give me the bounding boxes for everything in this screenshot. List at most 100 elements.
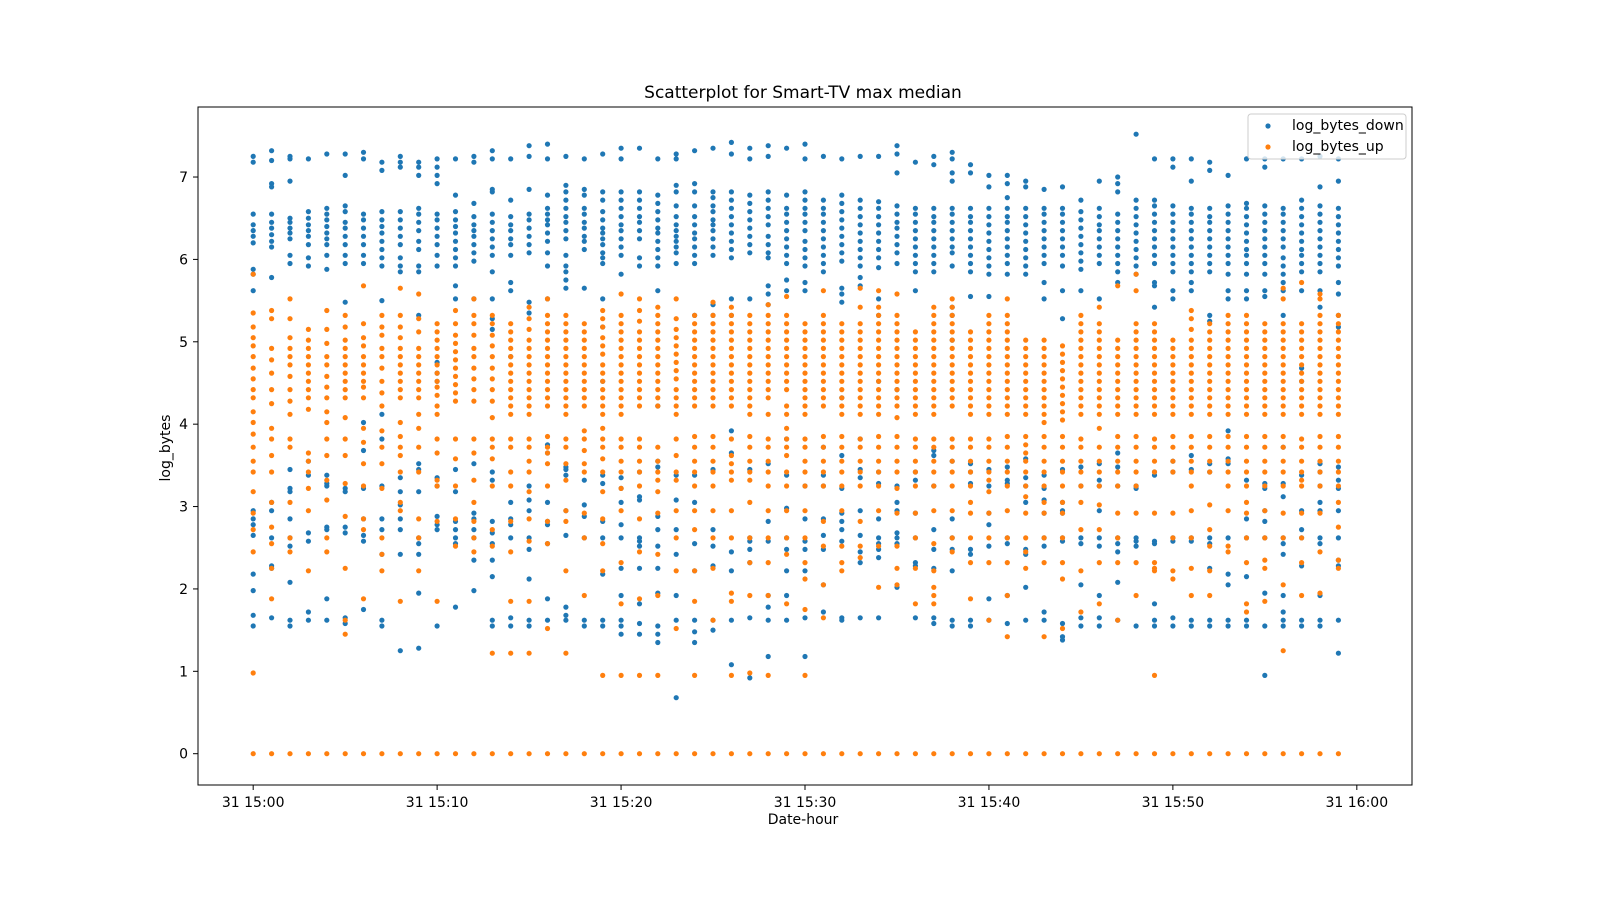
data-point: [894, 444, 900, 450]
data-point: [508, 252, 514, 258]
data-point: [1207, 244, 1213, 250]
data-point: [563, 214, 569, 220]
data-point: [747, 411, 753, 417]
data-point: [250, 387, 256, 393]
data-point: [673, 592, 679, 599]
data-point: [581, 592, 587, 599]
data-point: [1188, 337, 1194, 343]
data-point: [1335, 321, 1341, 327]
data-point: [1170, 623, 1176, 629]
data-point: [673, 403, 679, 409]
data-point: [636, 672, 643, 679]
data-point: [526, 395, 532, 401]
data-point: [471, 461, 477, 467]
data-point: [600, 378, 606, 384]
data-point: [1207, 214, 1213, 220]
data-point: [563, 466, 569, 473]
data-point: [1096, 751, 1102, 757]
data-point: [508, 354, 514, 360]
data-point: [1023, 565, 1029, 571]
data-point: [1280, 582, 1286, 588]
data-point: [397, 217, 403, 223]
data-point: [1317, 211, 1323, 217]
data-point: [986, 238, 992, 244]
data-point: [820, 378, 827, 384]
data-point: [1041, 387, 1047, 393]
data-point: [692, 395, 698, 401]
data-point: [949, 228, 955, 234]
data-point: [728, 255, 735, 261]
data-point: [931, 620, 937, 627]
data-point: [765, 617, 771, 623]
y-axis-label: log_bytes: [158, 415, 174, 482]
data-point: [563, 263, 569, 269]
data-point: [397, 242, 403, 248]
data-point: [563, 370, 569, 376]
data-point: [894, 329, 900, 335]
data-point: [581, 211, 587, 217]
data-point: [1243, 288, 1250, 294]
data-point: [1133, 131, 1139, 137]
data-point: [1262, 337, 1268, 343]
data-point: [636, 205, 643, 211]
data-point: [397, 527, 403, 533]
data-point: [342, 354, 348, 360]
data-point: [1004, 395, 1010, 401]
data-point: [692, 236, 698, 242]
data-point: [1096, 205, 1102, 211]
data-point: [250, 310, 256, 316]
data-point: [489, 650, 495, 656]
data-point: [1133, 469, 1139, 475]
data-point: [710, 751, 716, 757]
data-point: [1059, 535, 1066, 541]
data-point: [728, 337, 735, 343]
data-point: [618, 469, 624, 475]
data-point: [1335, 483, 1341, 489]
data-point: [912, 751, 919, 757]
data-point: [673, 260, 679, 267]
data-point: [1299, 403, 1305, 409]
data-point: [1096, 458, 1102, 464]
data-point: [324, 472, 330, 478]
series-log-bytes-up: [250, 271, 1341, 757]
data-point: [967, 387, 974, 393]
data-point: [655, 329, 661, 335]
data-point: [876, 508, 882, 514]
data-point: [544, 541, 551, 547]
data-point: [416, 316, 422, 322]
data-point: [894, 582, 900, 588]
data-point: [1262, 228, 1268, 234]
data-point: [379, 568, 385, 574]
data-point: [1041, 411, 1047, 417]
data-point: [1023, 362, 1029, 368]
data-point: [1115, 345, 1121, 351]
data-point: [747, 354, 753, 360]
data-point: [526, 508, 532, 514]
data-point: [765, 345, 771, 351]
data-point: [692, 230, 698, 236]
legend-label-log-bytes-up: log_bytes_up: [1292, 139, 1384, 155]
data-point: [1059, 316, 1066, 322]
data-point: [986, 560, 992, 566]
data-point: [747, 362, 753, 368]
data-point: [471, 159, 477, 165]
data-point: [1207, 527, 1213, 533]
data-point: [269, 425, 275, 431]
data-point: [1243, 378, 1250, 384]
data-point: [655, 362, 661, 368]
data-point: [1004, 541, 1010, 547]
data-point: [508, 549, 514, 555]
data-point: [1041, 483, 1047, 489]
data-point: [912, 615, 919, 621]
data-point: [416, 329, 422, 335]
data-point: [949, 444, 955, 450]
data-point: [1335, 524, 1341, 530]
data-point: [397, 469, 403, 475]
data-point: [581, 246, 587, 253]
data-point: [1335, 403, 1341, 409]
data-point: [710, 203, 716, 209]
data-point: [894, 395, 900, 401]
data-point: [1004, 370, 1010, 376]
data-point: [287, 354, 293, 360]
data-point: [876, 153, 882, 159]
